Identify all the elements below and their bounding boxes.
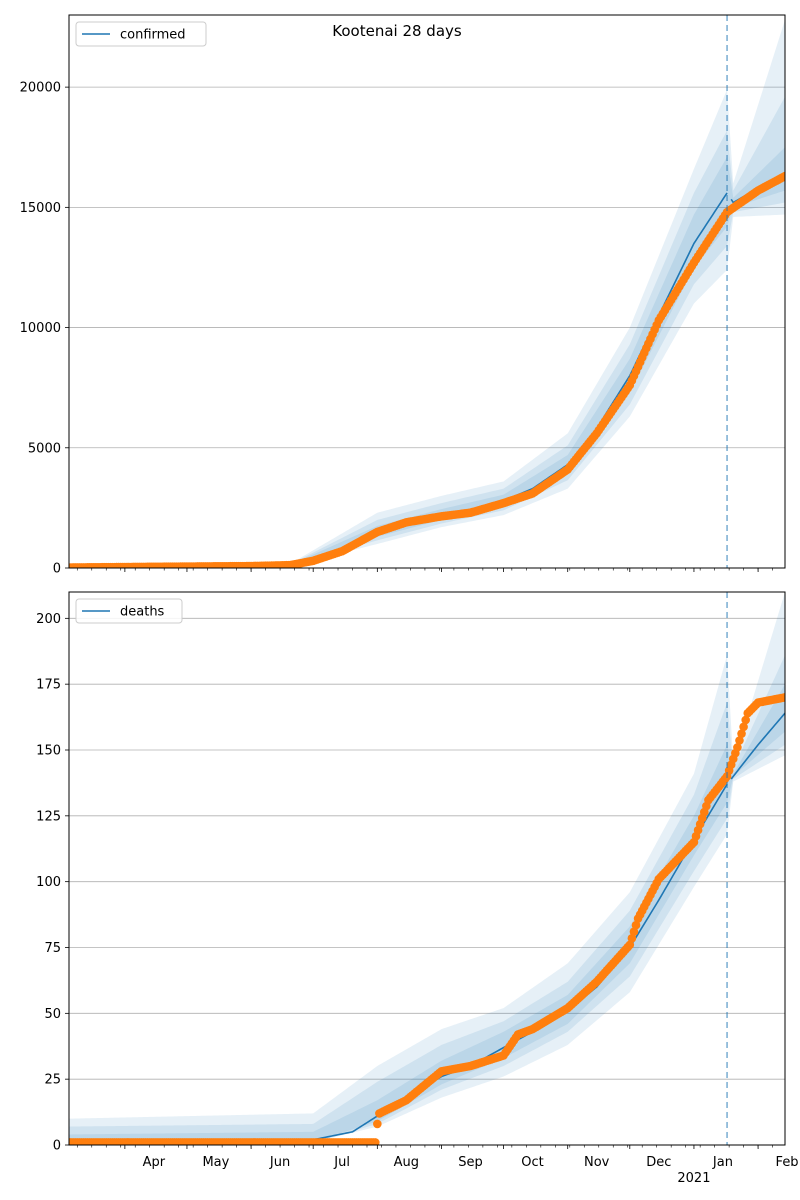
observed-point (741, 715, 750, 725)
x-tick-sublabel: 2021 (677, 1171, 710, 1186)
figure-title: Kootenai 28 days (332, 22, 462, 40)
axes-frame (68, 14, 786, 569)
y-tick-label: 25 (44, 1073, 61, 1088)
legend-box (75, 598, 183, 624)
legend: deaths (75, 598, 183, 624)
observed-point (737, 729, 746, 738)
observed-point (627, 933, 637, 943)
axes-frame (68, 591, 786, 1146)
x-tick-label: Sep (458, 1155, 483, 1170)
observed-point (373, 1119, 382, 1129)
observed-point (733, 743, 742, 752)
observed-point (370, 1138, 380, 1145)
confirmed-panel: 0 5000 10000 15000 20000 confirmed (20, 14, 786, 577)
legend-label: deaths (120, 605, 165, 620)
uncertainty-band (290, 147, 785, 566)
y-tick-label: 10000 (20, 321, 61, 336)
legend-label: confirmed (120, 28, 186, 43)
observed-point (629, 927, 639, 936)
x-tick-label: Jun (269, 1155, 290, 1170)
uncertainty-band (69, 684, 785, 1145)
x-tick-label: Dec (646, 1155, 671, 1170)
uncertainty-band (290, 96, 785, 566)
y-tick-label: 15000 (20, 201, 61, 216)
plot-area (69, 19, 785, 568)
deaths-panel: 0 25 50 75 100 125 150 175 200 Apr May Jun Jul Aug Sep… (36, 591, 799, 1186)
forecast-line (730, 712, 785, 780)
uncertainty-band (69, 592, 785, 1145)
y-tick-label: 200 (36, 612, 61, 627)
uncertainty-band (290, 19, 785, 567)
x-tick-label: Jan (712, 1155, 733, 1170)
x-tick-label: Jul (333, 1155, 350, 1170)
y-tick-label: 175 (36, 678, 61, 693)
y-tick-label: 0 (53, 1139, 61, 1154)
x-tick-label: Aug (394, 1155, 419, 1170)
x-tick-label: Nov (584, 1155, 610, 1170)
observed-point (739, 722, 748, 732)
observed-point (780, 171, 785, 181)
legend-box (75, 21, 207, 47)
y-tick-label: 0 (53, 562, 61, 577)
y-tick-label: 100 (36, 875, 61, 890)
plot-area (69, 592, 785, 1145)
y-tick-label: 20000 (20, 81, 61, 96)
y-tick-label: 5000 (28, 441, 61, 456)
uncertainty-band (69, 655, 785, 1145)
observed-point (735, 736, 744, 745)
observed-point (625, 940, 635, 950)
x-tick-label: May (202, 1155, 229, 1170)
y-tick-label: 75 (44, 941, 61, 956)
x-tick-label: Oct (521, 1155, 543, 1170)
y-tick-label: 150 (36, 744, 61, 759)
observed-point (631, 920, 641, 930)
x-tick-label: Apr (143, 1155, 166, 1170)
y-tick-label: 125 (36, 809, 61, 824)
x-tick-label: Feb (776, 1155, 799, 1170)
y-tick-label: 50 (44, 1007, 61, 1022)
observed-point (780, 693, 785, 702)
legend: confirmed (75, 21, 207, 47)
